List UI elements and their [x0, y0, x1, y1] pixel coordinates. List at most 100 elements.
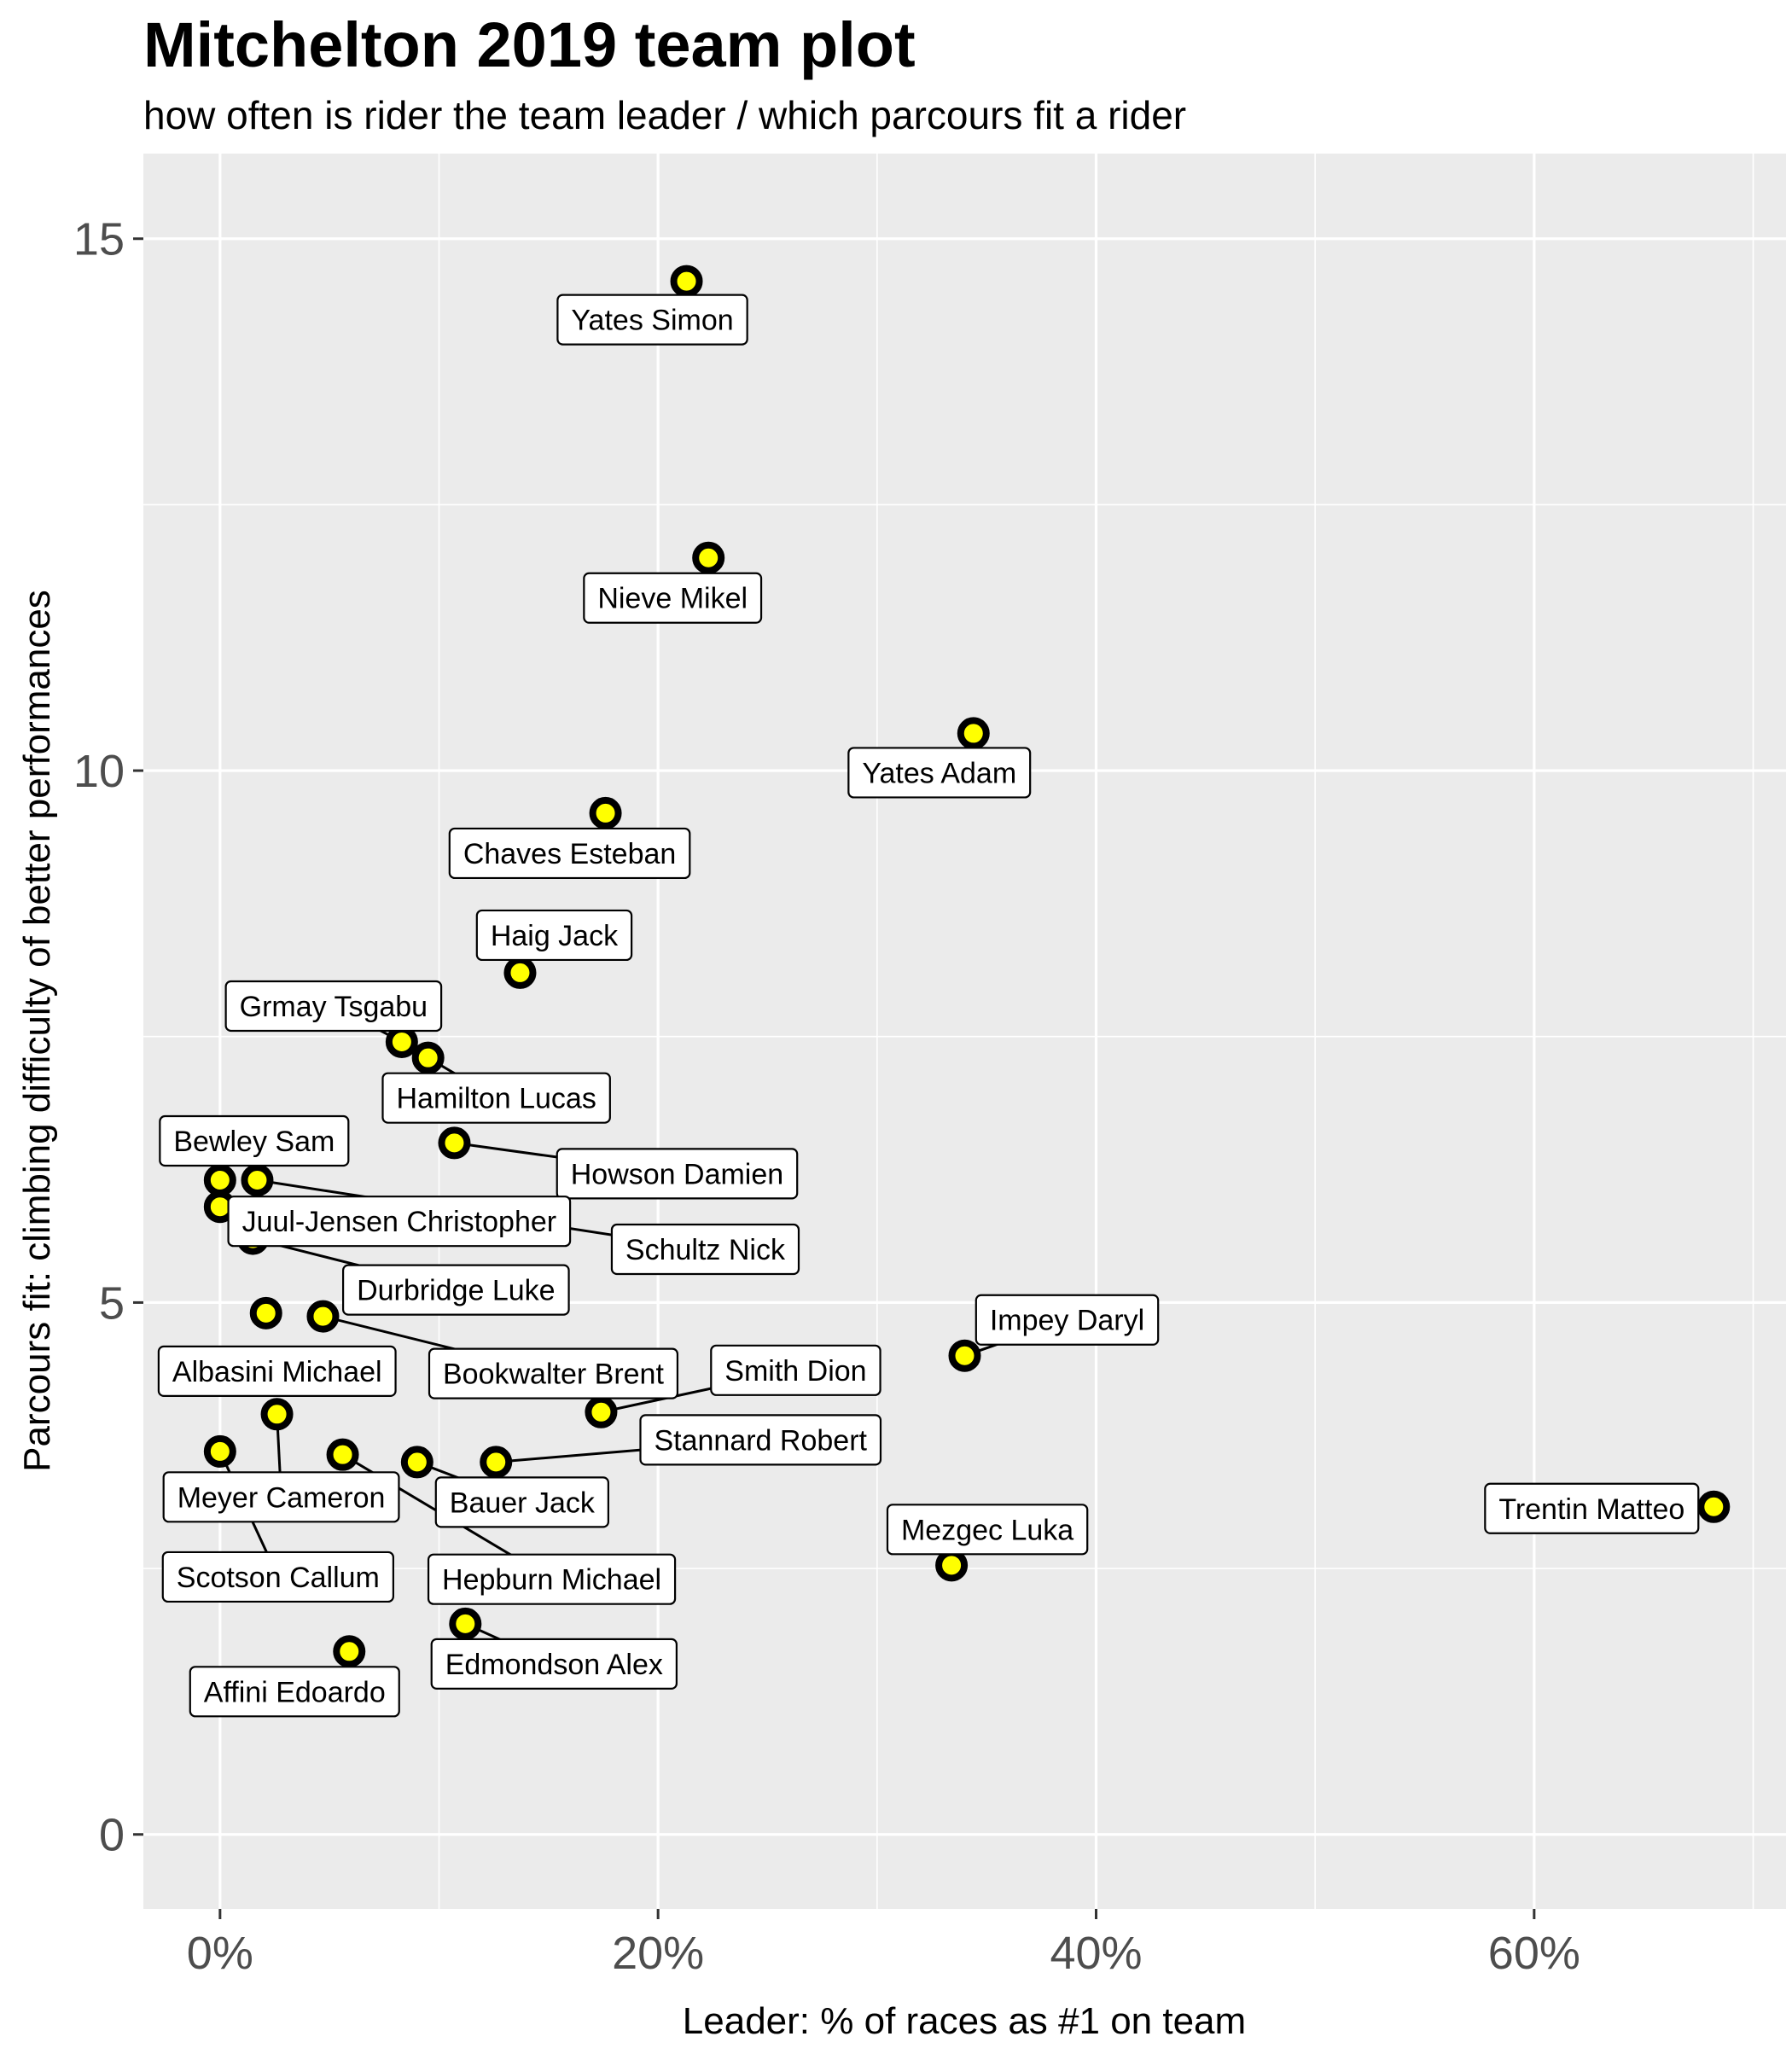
point-label-text: Howson Damien [571, 1158, 783, 1190]
data-point [1697, 1490, 1731, 1523]
data-point [306, 1300, 340, 1333]
point-label: Yates Simon [556, 294, 748, 346]
point-labels: Yates Simon Nieve Mikel Yates Adam Chaves E… [157, 294, 1700, 1718]
point-label-text: Chaves Esteban [463, 838, 677, 870]
point-label-text: Hepburn Michael [442, 1564, 661, 1597]
chart-subtitle: how often is rider the team leader / whi… [143, 93, 1187, 137]
point-label-box [157, 1345, 397, 1397]
point-label: Edmondson Alex [430, 1638, 678, 1690]
point-label: Juul-Jensen Christopher [227, 1196, 572, 1248]
data-point [385, 1025, 418, 1058]
point-label-text: Impey Daryl [990, 1305, 1144, 1337]
point-label-text: Albasini Michael [172, 1356, 382, 1388]
data-point [411, 1041, 445, 1074]
point-label: Durbridge Luke [341, 1264, 570, 1316]
point-label: Yates Adam [847, 747, 1032, 799]
y-tick-label: 5 [99, 1277, 125, 1329]
point-label-text: Smith Dion [724, 1355, 866, 1388]
point-label-text: Stannard Robert [654, 1424, 867, 1457]
point-label-text: Nieve Mikel [597, 583, 748, 615]
data-point [449, 1607, 482, 1640]
point-label: Grmay Tsgabu [224, 980, 443, 1033]
data-point [326, 1438, 359, 1471]
data-point [935, 1549, 969, 1582]
point-label-text: Mezgec Luka [901, 1514, 1073, 1546]
chart-title: Mitchelton 2019 team plot [143, 9, 916, 80]
point-label-box [975, 1294, 1160, 1346]
point-label: Affini Edoardo [189, 1666, 400, 1718]
point-label: Haig Jack [475, 909, 633, 962]
point-label-box [427, 1553, 677, 1605]
point-label-box [224, 980, 443, 1033]
point-label-text: Hamilton Lucas [396, 1083, 596, 1115]
point-label-box [341, 1264, 570, 1316]
point-label-box [430, 1638, 678, 1690]
point-label-box [189, 1666, 400, 1718]
point-label: Meyer Cameron [162, 1471, 400, 1523]
x-axis-label: Leader: % of races as #1 on team [683, 2000, 1246, 2042]
point-label: Trentin Matteo [1484, 1482, 1700, 1534]
axis-ticks: 0% 20% 40% 60% 0 5 10 15 [73, 214, 1580, 1979]
data-point [241, 1164, 274, 1197]
point-label-text: Grmay Tsgabu [240, 991, 428, 1023]
point-label-box [428, 1347, 679, 1399]
data-point [438, 1126, 471, 1160]
point-label-box [847, 747, 1032, 799]
data-point [948, 1339, 981, 1372]
point-label-text: Bauer Jack [450, 1487, 596, 1519]
point-label-box [162, 1471, 400, 1523]
point-label-text: Bewley Sam [173, 1126, 335, 1158]
point-label-box [556, 1148, 799, 1200]
point-label-text: Juul-Jensen Christopher [242, 1206, 557, 1238]
y-tick-label: 10 [73, 746, 125, 797]
data-points [203, 265, 1731, 1668]
point-label: Bauer Jack [434, 1476, 609, 1528]
point-label: Albasini Michael [157, 1345, 397, 1397]
point-label-box [161, 1551, 394, 1603]
point-label-box [434, 1476, 609, 1528]
data-point [585, 1395, 618, 1428]
data-point [249, 1296, 282, 1329]
x-tick-label: 40% [1050, 1928, 1142, 1979]
point-label-box [610, 1223, 800, 1276]
data-point [692, 541, 725, 574]
point-label-text: Durbridge Luke [357, 1275, 555, 1307]
point-label-text: Schultz Nick [625, 1234, 786, 1266]
point-label-text: Edmondson Alex [445, 1649, 663, 1681]
data-point [503, 956, 537, 989]
point-label: Scotson Callum [161, 1551, 394, 1603]
point-label: Chaves Esteban [448, 827, 691, 880]
point-label: Mezgec Luka [886, 1504, 1089, 1556]
point-label: Howson Damien [556, 1148, 799, 1200]
point-label-text: Bookwalter Brent [443, 1359, 664, 1391]
point-label-text: Yates Simon [571, 305, 733, 337]
point-label-box [448, 827, 691, 880]
point-label-box [710, 1344, 881, 1396]
point-label: Hepburn Michael [427, 1553, 677, 1605]
point-label: Stannard Robert [639, 1414, 882, 1466]
y-axis-label: Parcours fit: climbing difficulty of bet… [16, 590, 58, 1472]
point-label: Smith Dion [710, 1344, 881, 1396]
point-label-text: Affini Edoardo [204, 1676, 386, 1708]
data-point [589, 796, 622, 829]
data-point [957, 717, 990, 750]
point-label: Impey Daryl [975, 1294, 1160, 1346]
point-label-box [1484, 1482, 1700, 1534]
point-label-box [556, 294, 748, 346]
point-label-box [475, 909, 633, 962]
x-tick-label: 0% [187, 1928, 253, 1979]
data-point [480, 1446, 513, 1479]
point-label: Schultz Nick [610, 1223, 800, 1276]
y-tick-label: 15 [73, 214, 125, 265]
point-label: Hamilton Lucas [381, 1072, 611, 1124]
data-point [203, 1434, 236, 1468]
point-label-box [886, 1504, 1089, 1556]
point-label: Bewley Sam [159, 1114, 350, 1167]
data-point [670, 265, 703, 298]
point-label-box [159, 1114, 350, 1167]
point-label-box [639, 1414, 882, 1466]
point-label: Bookwalter Brent [428, 1347, 679, 1399]
point-label-text: Meyer Cameron [177, 1481, 386, 1514]
data-point [400, 1446, 433, 1479]
